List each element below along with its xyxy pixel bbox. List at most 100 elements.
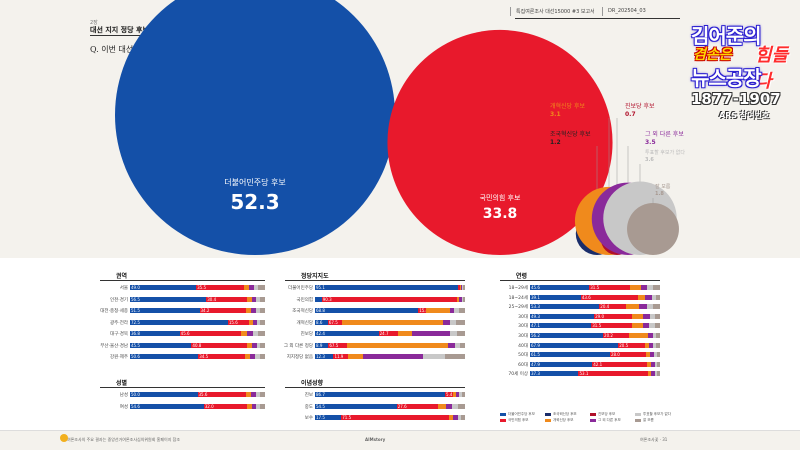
bar-segment (462, 392, 465, 397)
bar-segment (655, 371, 658, 377)
stacked-bar: 67.9 20.5 (530, 342, 660, 348)
bar-segment (445, 403, 452, 409)
stacked-bar: 45.5 40.8 (130, 342, 265, 348)
stacked-bar: 50.6 34.5 (130, 354, 265, 359)
legend-label: 잘 모름 (643, 418, 654, 422)
bar-segment (648, 342, 653, 348)
bubble-label-2: 조국혁신당 후보 (550, 130, 591, 138)
group-line (285, 387, 465, 388)
bar-segment (250, 392, 256, 397)
legend-label: 국민의힘 후보 (508, 418, 529, 422)
section-title: 대선 지지 정당 후보 (90, 26, 149, 34)
channel-logo: 김어준의 겸손은 힘들다 뉴스공장 1877-1907 ARS 참여번호 (683, 12, 800, 122)
bar-segment: 35.5 (196, 285, 245, 290)
bar-segment (254, 354, 260, 359)
bar-segment (657, 361, 660, 367)
report-title: 특집여론조사 대선15000 #3 보고서 (516, 9, 595, 15)
bar-segment: 43.6 (580, 294, 638, 300)
bar-segment (251, 308, 256, 313)
bar-segment (646, 352, 651, 358)
legend-swatch (635, 412, 641, 416)
bar-segment: 67.5 (328, 342, 347, 348)
legend-label: 더불어민주당 후보 (508, 412, 535, 416)
bubble-value-6: 3.6 (645, 157, 654, 163)
logo-line1: 김어준의 (691, 24, 762, 48)
group-title: 연령 (516, 273, 528, 280)
bar-segment (651, 371, 656, 377)
section-number: 2장 (90, 20, 98, 26)
legend-swatch (590, 418, 596, 422)
bar-segment (455, 342, 460, 348)
bar-segment: 53.3 (530, 304, 600, 310)
bar-segment (256, 296, 260, 302)
bar-segment (651, 294, 657, 300)
bar-segment: 12.3 (315, 354, 334, 359)
bar-segment: 31.5 (591, 323, 633, 329)
bubble-value-5: 3.5 (645, 139, 656, 146)
bar-segment (647, 285, 654, 290)
bar-segment (642, 313, 651, 319)
bar-segment (459, 285, 462, 290)
stacked-bar: 54.5 27.6 (315, 403, 465, 409)
bar-segment (426, 308, 450, 313)
legend-label: 조국혁신당 후보 (553, 412, 577, 416)
bar-segment (650, 352, 655, 358)
bar-segment (251, 403, 256, 409)
bar-segment: 42.4 (315, 331, 379, 336)
bubble-value-7: 1.8 (655, 191, 664, 197)
legend-swatch (590, 412, 596, 416)
bar-segment (647, 371, 652, 377)
row-label: 18~29세 (508, 286, 528, 291)
group-title: 성별 (116, 380, 128, 387)
stacked-bar: 47.1 31.5 (530, 323, 660, 329)
bar-segment: 17.5 (315, 415, 342, 420)
bar-segment (638, 304, 647, 310)
bar-segment: 39.1 (530, 294, 581, 300)
bar-segment (462, 285, 464, 290)
row-label: 조국혁신당 (292, 309, 313, 314)
bar-segment (259, 308, 265, 313)
legend-label: 개혁신당 후보 (553, 418, 574, 422)
bar-segment: 31.5 (589, 285, 631, 290)
bar-segment: 40.8 (191, 342, 247, 348)
bar-segment: 42.1 (592, 361, 647, 367)
row-label: 인천·경기 (110, 297, 128, 303)
bar-segment (642, 323, 650, 329)
bar-segment (654, 323, 660, 329)
stacked-bar: 45.6 31.5 (530, 285, 660, 290)
bar-segment (656, 333, 660, 338)
row-label: 국민의힘 (296, 297, 313, 303)
legend: 더불어민주당 후보 국민의힘 후보 조국혁신당 후보 개혁신당 후보 진보당 후보 그 외… (500, 412, 680, 428)
row-label: 25~29세 (508, 305, 528, 311)
bar-segment (442, 319, 451, 325)
bar-segment (657, 371, 660, 377)
bubble-value-3: 3.1 (550, 111, 561, 118)
bubble-value-2: 1.2 (550, 139, 561, 146)
bar-segment: 11.9 (333, 354, 349, 359)
legend-item: 진보당 후보 (590, 412, 615, 417)
bubble-value-4: 0.7 (625, 111, 636, 118)
row-label: 진보당 (300, 332, 313, 337)
bar-segment (654, 352, 657, 358)
bar-segment (255, 308, 260, 313)
header-divider (510, 7, 511, 16)
bar-segment (244, 354, 251, 359)
bubble-label-3: 개혁신당 후보 (550, 102, 586, 110)
bar-segment (249, 285, 255, 290)
bar-segment (645, 294, 652, 300)
group-line (500, 280, 660, 281)
bar-segment (259, 392, 265, 397)
stacked-bar: 47.9 42.1 (530, 361, 660, 367)
row-label: 대전·충청·세종 (100, 309, 128, 314)
bar-segment: 45.5 (130, 342, 192, 348)
group-title: 이념성향 (301, 380, 324, 387)
bar-segment: 28.0 (609, 352, 647, 358)
bar-segment: 29.0 (594, 313, 632, 319)
row-label: 60대 (518, 362, 528, 368)
logo-phone: 1877-1907 (691, 90, 781, 108)
bar-segment (457, 296, 460, 302)
bar-segment (257, 331, 265, 336)
bar-segment (456, 319, 465, 325)
bar-segment: 86.7 (315, 392, 446, 397)
stacked-bar: 54.6 32.0 (130, 403, 265, 409)
